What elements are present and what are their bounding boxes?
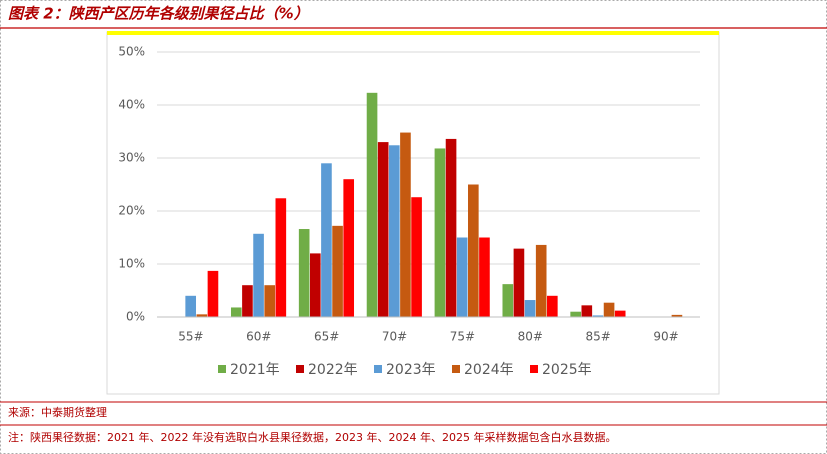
bar bbox=[253, 233, 264, 317]
legend-swatch bbox=[530, 365, 538, 373]
plot: 0% 10% 20% 30% 40% 50% 55# 60# 65# 70# 75# 80# 85# 90… bbox=[118, 45, 700, 378]
bar bbox=[547, 295, 558, 317]
chart-frame-top bbox=[107, 31, 719, 35]
bar bbox=[343, 179, 355, 317]
y-tick-label: 20% bbox=[118, 204, 145, 218]
bar bbox=[242, 285, 253, 317]
bar bbox=[377, 142, 389, 317]
bar bbox=[196, 314, 208, 317]
y-tick-label: 10% bbox=[118, 257, 145, 271]
bar bbox=[468, 184, 479, 317]
x-tick-label: 55# bbox=[178, 330, 203, 344]
x-tick-label: 60# bbox=[246, 330, 271, 344]
bar bbox=[185, 295, 197, 317]
x-tick-label: 65# bbox=[314, 330, 339, 344]
bar bbox=[614, 310, 626, 317]
legend-label: 2025年 bbox=[542, 362, 592, 378]
y-tick-label: 40% bbox=[118, 98, 145, 112]
x-tick-label: 70# bbox=[382, 330, 407, 344]
y-tick-label: 0% bbox=[126, 310, 145, 324]
bar bbox=[264, 285, 276, 317]
bar bbox=[513, 248, 525, 317]
source: 来源：中泰期货整理 bbox=[8, 405, 107, 419]
bar bbox=[456, 237, 468, 317]
y-tick-label: 50% bbox=[118, 45, 145, 59]
legend-swatch bbox=[218, 365, 226, 373]
bar bbox=[207, 270, 219, 317]
bar bbox=[445, 138, 457, 317]
legend-label: 2021年 bbox=[230, 362, 280, 378]
legend-label: 2024年 bbox=[464, 362, 514, 378]
x-tick-label: 90# bbox=[653, 330, 678, 344]
bar bbox=[434, 148, 446, 317]
bar bbox=[535, 244, 547, 317]
page-title: 图表 2：陕西产区历年各级别果径占比（%） bbox=[8, 5, 309, 23]
bar bbox=[671, 314, 683, 317]
legend-swatch bbox=[374, 365, 382, 373]
bar bbox=[603, 302, 615, 317]
bar bbox=[388, 145, 400, 317]
bar bbox=[502, 284, 514, 317]
bar bbox=[275, 198, 287, 317]
x-tick-label: 85# bbox=[586, 330, 611, 344]
bar bbox=[309, 253, 321, 317]
bar bbox=[479, 237, 490, 317]
bar bbox=[570, 311, 581, 317]
bar bbox=[400, 132, 411, 317]
bar bbox=[298, 229, 310, 317]
legend-label: 2022年 bbox=[308, 362, 358, 378]
bar bbox=[230, 307, 242, 317]
bar bbox=[581, 305, 593, 317]
bar bbox=[411, 197, 422, 317]
note: 注：陕西果径数据：2021 年、2022 年没有选取白水县果径数据，2023 年… bbox=[8, 430, 616, 444]
x-tick-label: 75# bbox=[450, 330, 475, 344]
legend-label: 2023年 bbox=[386, 362, 436, 378]
legend-swatch bbox=[452, 365, 460, 373]
bar bbox=[366, 92, 378, 317]
bar bbox=[321, 163, 332, 317]
x-tick-label: 80# bbox=[518, 330, 543, 344]
bar bbox=[592, 315, 604, 317]
legend-swatch bbox=[296, 365, 304, 373]
bar bbox=[332, 225, 343, 317]
y-tick-label: 30% bbox=[118, 151, 145, 165]
bar bbox=[524, 300, 536, 317]
